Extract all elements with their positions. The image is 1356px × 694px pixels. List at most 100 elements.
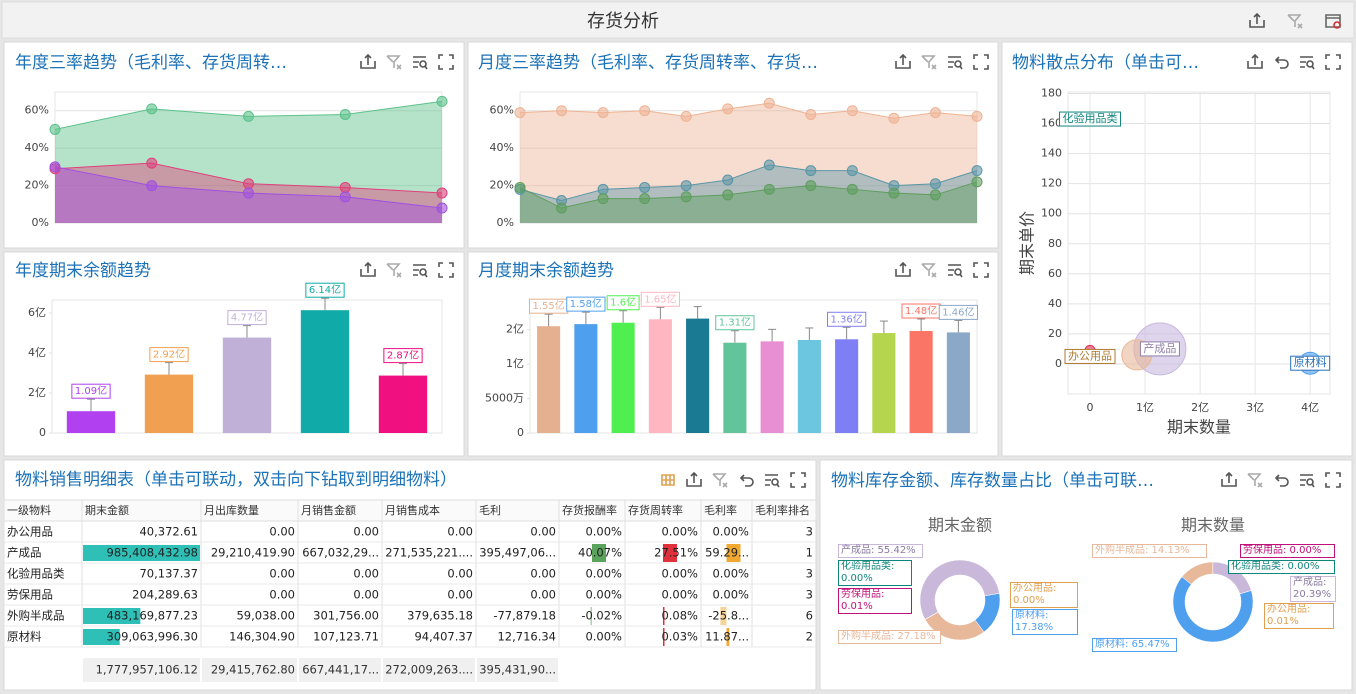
y-tick-label: 40% <box>25 141 49 154</box>
data-point <box>929 107 941 119</box>
toolbar-icon[interactable] <box>1274 56 1289 69</box>
toolbar-icon[interactable] <box>765 474 780 488</box>
value-label: 1.36亿 <box>830 312 862 325</box>
icon-shape <box>1274 474 1289 487</box>
icon-shape <box>396 272 402 278</box>
toolbar-icon[interactable] <box>1247 53 1263 69</box>
toolbar-icon[interactable] <box>1325 54 1341 70</box>
toolbar-icon[interactable] <box>895 53 911 69</box>
toolbar-icon[interactable] <box>438 54 454 70</box>
toolbar-icon[interactable] <box>1274 474 1289 487</box>
toolbar-icon[interactable] <box>1325 472 1341 488</box>
toolbar-icon[interactable] <box>360 53 376 69</box>
value-label: 1.58亿 <box>570 297 602 310</box>
total-cell-bg <box>83 658 200 682</box>
y-tick-label: 6亿 <box>28 306 46 319</box>
value-label-box <box>606 295 640 311</box>
toolbar-icon[interactable] <box>686 471 702 487</box>
icon-shape <box>360 269 376 277</box>
total-cell-bg <box>202 658 297 682</box>
value-label-box <box>566 296 606 312</box>
toolbar-icon[interactable] <box>1221 471 1237 487</box>
y-tick-label: 4亿 <box>28 346 46 359</box>
toolbar-icon[interactable] <box>973 262 989 278</box>
x-tick-label: 3亿 <box>1246 401 1264 414</box>
value-label-box <box>149 347 189 363</box>
bar <box>574 324 598 433</box>
toolbar-icon[interactable] <box>948 264 963 278</box>
total-cell: 1,777,957,106.12 <box>96 663 198 677</box>
toolbar-icon[interactable] <box>973 54 989 70</box>
toolbar-icon[interactable] <box>1325 14 1341 29</box>
header-title: 存货分析 <box>587 11 659 32</box>
icon-shape <box>419 268 427 276</box>
toolbar-icon[interactable] <box>1249 12 1265 28</box>
toolbar-icon[interactable] <box>921 55 937 70</box>
icon-shape <box>973 262 989 278</box>
icon-shape <box>790 472 806 488</box>
data-point <box>514 107 526 119</box>
value-label: 6.14亿 <box>309 283 341 296</box>
bar <box>144 374 194 433</box>
icon-shape <box>364 261 372 273</box>
toolbar-icon[interactable] <box>948 56 963 70</box>
data-point <box>556 202 568 214</box>
column-header: 毛利 <box>479 504 501 517</box>
icon-shape <box>959 273 963 278</box>
data-point <box>722 103 734 115</box>
toolbar-icon[interactable] <box>661 474 675 486</box>
slice-label: 化验用品类: 0.00% <box>838 560 912 586</box>
data-bar <box>83 629 120 645</box>
data-bar <box>83 608 141 624</box>
toolbar-icon[interactable] <box>895 261 911 277</box>
toolbar-icon[interactable] <box>438 262 454 278</box>
toolbar-icon[interactable] <box>790 472 806 488</box>
data-point <box>680 180 692 192</box>
toolbar-icon[interactable] <box>360 261 376 277</box>
toolbar-icon[interactable] <box>413 56 428 70</box>
toolbar-icon[interactable] <box>712 473 728 488</box>
table-cell: 3 <box>806 588 813 602</box>
toolbar-icon[interactable] <box>1247 473 1263 488</box>
data-bar <box>663 607 665 625</box>
value-label-box <box>715 315 755 331</box>
toolbar-icon[interactable] <box>1300 56 1315 70</box>
table-cell: 309,063,996.30 <box>107 630 198 644</box>
data-point <box>763 97 775 109</box>
toolbar-icon[interactable] <box>739 474 754 487</box>
table-cell: 0.00 <box>353 588 379 602</box>
icon-shape <box>739 474 754 487</box>
icon-shape <box>1251 53 1259 65</box>
table-cell: 0.00% <box>585 567 622 581</box>
y-tick-label: 0 <box>517 426 524 439</box>
toolbar-icon[interactable] <box>1300 474 1315 488</box>
x-tick-label: 4亿 <box>1301 401 1319 414</box>
icon-shape <box>948 264 961 276</box>
table-cell: 0.00% <box>712 567 749 581</box>
table-cell: 0.00 <box>530 588 556 602</box>
slice-label: 劳保用品: 0.01% <box>838 588 912 614</box>
data-point <box>639 193 651 205</box>
toolbar-icon[interactable] <box>386 55 402 70</box>
value-label: 1.46亿 <box>942 305 974 318</box>
data-point <box>514 181 526 193</box>
toolbar-icon[interactable] <box>413 264 428 278</box>
icon-shape <box>386 55 401 68</box>
toolbar-icon[interactable] <box>1287 14 1303 29</box>
icon-shape <box>686 479 702 487</box>
table-cell: 40.07% <box>578 546 622 560</box>
toolbar-icon[interactable] <box>921 263 937 278</box>
data-bar <box>590 607 592 625</box>
icon-shape <box>1306 60 1314 68</box>
y-axis-label: 期末单价 <box>1018 211 1037 275</box>
icon-shape <box>1257 482 1263 488</box>
pie-subtitle: 期末金额 <box>928 516 992 535</box>
data-point <box>929 189 941 201</box>
data-bar <box>663 628 665 646</box>
toolbar-icon[interactable] <box>386 263 402 278</box>
data-point <box>846 105 858 117</box>
value-label: 4.77亿 <box>231 311 263 324</box>
y-tick-label: 0% <box>497 216 514 229</box>
